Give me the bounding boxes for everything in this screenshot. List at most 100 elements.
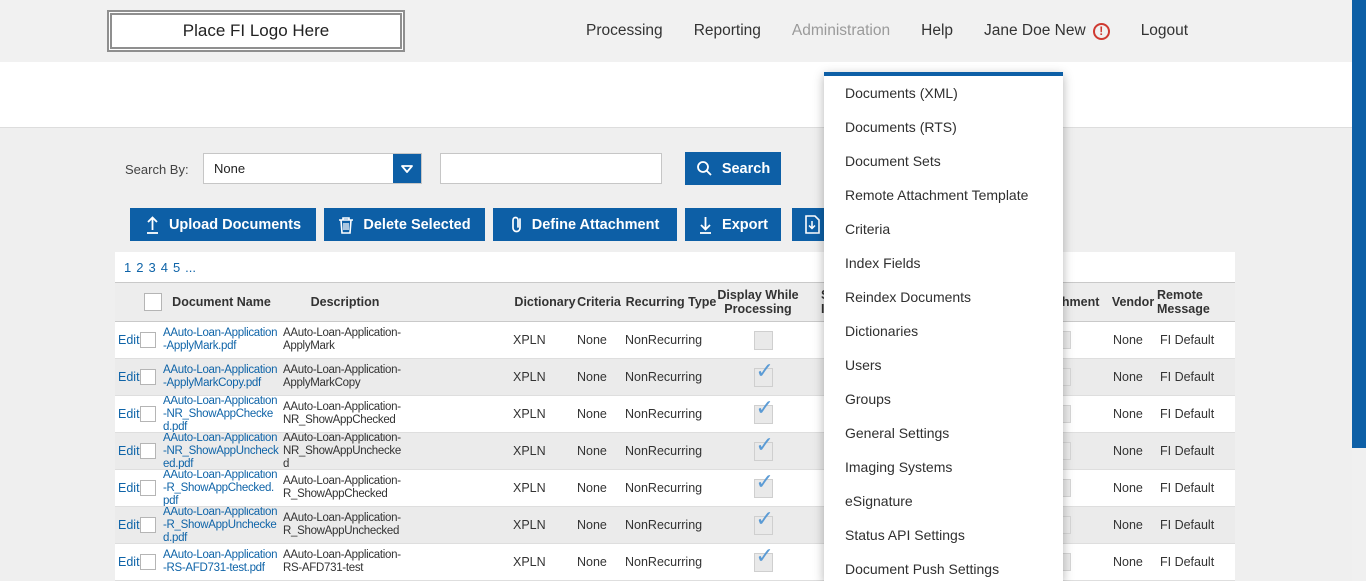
nav-item-jane-doe-new[interactable]: Jane Doe New! xyxy=(984,22,1110,40)
title-bar: Document Maintenance (XML) Kinective Sig… xyxy=(0,62,1366,171)
define-attachment-button[interactable]: Define Attachment xyxy=(493,208,677,241)
display-checkbox[interactable]: ✓ xyxy=(753,396,774,424)
checkbox-icon[interactable] xyxy=(140,406,156,422)
menu-item-index-fields[interactable]: Index Fields xyxy=(845,255,921,271)
menu-item-reindex-documents[interactable]: Reindex Documents xyxy=(845,289,972,305)
page-link-1[interactable]: 1 xyxy=(124,259,132,275)
col-description[interactable]: Description xyxy=(310,295,380,309)
menu-item-esignature[interactable]: eSignature xyxy=(845,493,913,509)
display-checkbox[interactable]: ✓ xyxy=(753,433,774,461)
menu-item-documents-xml-[interactable]: Documents (XML) xyxy=(845,85,958,101)
edit-link[interactable]: Edit xyxy=(118,481,140,495)
row-edit-link[interactable]: Edit xyxy=(118,359,142,395)
menu-item-users[interactable]: Users xyxy=(845,357,882,373)
menu-item-document-push-settings[interactable]: Document Push Settings xyxy=(845,561,1000,577)
col-remote-message[interactable]: Remote Message xyxy=(1157,288,1210,316)
page-link-5[interactable]: 5 xyxy=(172,259,181,275)
nav-item-logout[interactable]: Logout xyxy=(1140,22,1189,39)
vertical-scrollbar[interactable] xyxy=(1352,0,1366,581)
col-vendor[interactable]: Vendor xyxy=(1111,295,1155,309)
row-select-checkbox[interactable] xyxy=(140,359,162,395)
select-all-checkbox[interactable] xyxy=(142,283,164,321)
delete-selected-button[interactable]: Delete Selected xyxy=(324,208,485,241)
row-edit-link[interactable]: Edit xyxy=(118,322,142,358)
row-edit-link[interactable]: Edit xyxy=(118,507,142,543)
row-select-checkbox[interactable] xyxy=(140,470,162,506)
upload-documents-button[interactable]: Upload Documents xyxy=(130,208,316,241)
display-checkbox[interactable]: ✓ xyxy=(753,470,774,498)
document-name-cell[interactable]: AAuto-Loan-Application-R_ShowAppUnchecke… xyxy=(163,507,280,543)
document-name-cell[interactable]: AAuto-Loan-Application-NR_ShowAppChecked… xyxy=(163,396,280,432)
document-name-link[interactable]: AAuto-Loan-Application-RS-AFD731-test.pd… xyxy=(163,549,278,574)
menu-item-groups[interactable]: Groups xyxy=(845,391,891,407)
document-name-cell[interactable]: AAuto-Loan-Application-NR_ShowAppUncheck… xyxy=(163,433,280,469)
edit-link[interactable]: Edit xyxy=(118,370,140,384)
search-input[interactable] xyxy=(440,153,662,184)
page-link-4[interactable]: 4 xyxy=(160,259,168,275)
row-select-checkbox[interactable] xyxy=(140,433,162,469)
document-name-link[interactable]: AAuto-Loan-Application-R_ShowAppChecked.… xyxy=(163,470,278,506)
nav-item-processing[interactable]: Processing xyxy=(586,22,663,39)
row-select-checkbox[interactable] xyxy=(140,507,162,543)
edit-link[interactable]: Edit xyxy=(118,555,140,569)
checkbox-icon[interactable] xyxy=(140,480,156,496)
checkbox-icon[interactable] xyxy=(140,369,156,385)
page-link-2[interactable]: 2 xyxy=(136,259,144,275)
export-button[interactable]: Export xyxy=(685,208,781,241)
col-recurring-type[interactable]: Recurring Type xyxy=(625,295,717,309)
row-select-checkbox[interactable] xyxy=(140,322,162,358)
search-button[interactable]: Search xyxy=(685,152,781,185)
document-name-link[interactable]: AAuto-Loan-Application-ApplyMarkCopy.pdf xyxy=(163,364,278,389)
menu-item-criteria[interactable]: Criteria xyxy=(845,221,891,237)
nav-item-help[interactable]: Help xyxy=(921,22,954,39)
nav-item-reporting[interactable]: Reporting xyxy=(693,22,761,39)
display-checkbox[interactable] xyxy=(753,330,773,350)
display-checkbox[interactable]: ✓ xyxy=(753,544,774,572)
search-icon xyxy=(696,161,712,176)
trash-icon xyxy=(339,216,354,234)
edit-link[interactable]: Edit xyxy=(118,407,140,421)
checkbox-icon[interactable] xyxy=(140,443,156,459)
col-document-name[interactable]: Document Name xyxy=(172,295,271,309)
scrollbar-thumb[interactable] xyxy=(1352,0,1366,448)
col-display-while-processing[interactable]: Display While Processing xyxy=(717,288,799,316)
edit-link[interactable]: Edit xyxy=(118,444,140,458)
document-name-cell[interactable]: AAuto-Loan-Application-RS-AFD731-test.pd… xyxy=(163,544,280,580)
display-checkbox[interactable]: ✓ xyxy=(753,359,774,387)
chevron-down-icon[interactable] xyxy=(393,154,421,183)
menu-item-general-settings[interactable]: General Settings xyxy=(845,425,950,441)
row-edit-link[interactable]: Edit xyxy=(118,470,142,506)
display-checkbox[interactable]: ✓ xyxy=(753,507,774,535)
row-select-checkbox[interactable] xyxy=(140,396,162,432)
document-name-cell[interactable]: AAuto-Loan-Application-ApplyMarkCopy.pdf xyxy=(163,359,280,395)
row-edit-link[interactable]: Edit xyxy=(118,544,142,580)
menu-item-dictionaries[interactable]: Dictionaries xyxy=(845,323,919,339)
col-dictionary[interactable]: Dictionary xyxy=(514,295,576,309)
edit-link[interactable]: Edit xyxy=(118,333,140,347)
menu-item-status-api-settings[interactable]: Status API Settings xyxy=(845,527,965,543)
checkbox-icon[interactable] xyxy=(140,554,156,570)
document-name-cell[interactable]: AAuto-Loan-Application-R_ShowAppChecked.… xyxy=(163,470,280,506)
page-link-3[interactable]: 3 xyxy=(148,259,156,275)
menu-item-document-sets[interactable]: Document Sets xyxy=(845,153,941,169)
description-cell: AAuto-Loan-Application-R_ShowAppChecked xyxy=(283,470,407,506)
document-name-link[interactable]: AAuto-Loan-Application-NR_ShowAppUncheck… xyxy=(163,433,279,469)
checkmark-icon: ✓ xyxy=(755,505,774,531)
checkbox-icon[interactable] xyxy=(140,517,156,533)
document-name-cell[interactable]: AAuto-Loan-Application-ApplyMark.pdf xyxy=(163,322,280,358)
document-name-link[interactable]: AAuto-Loan-Application-R_ShowAppUnchecke… xyxy=(163,507,278,543)
row-edit-link[interactable]: Edit xyxy=(118,433,142,469)
menu-item-documents-rts-[interactable]: Documents (RTS) xyxy=(845,119,957,135)
nav-item-administration[interactable]: Administration xyxy=(791,22,891,39)
document-name-link[interactable]: AAuto-Loan-Application-ApplyMark.pdf xyxy=(163,327,278,352)
page-ellipsis: ... xyxy=(185,259,197,275)
row-edit-link[interactable]: Edit xyxy=(118,396,142,432)
edit-link[interactable]: Edit xyxy=(118,518,140,532)
col-criteria[interactable]: Criteria xyxy=(577,295,621,309)
row-select-checkbox[interactable] xyxy=(140,544,162,580)
menu-item-remote-attachment-template[interactable]: Remote Attachment Template xyxy=(845,187,1029,203)
search-by-select[interactable]: None xyxy=(203,153,422,184)
menu-item-imaging-systems[interactable]: Imaging Systems xyxy=(845,459,953,475)
document-name-link[interactable]: AAuto-Loan-Application-NR_ShowAppChecked… xyxy=(163,396,278,432)
checkbox-icon[interactable] xyxy=(140,332,156,348)
